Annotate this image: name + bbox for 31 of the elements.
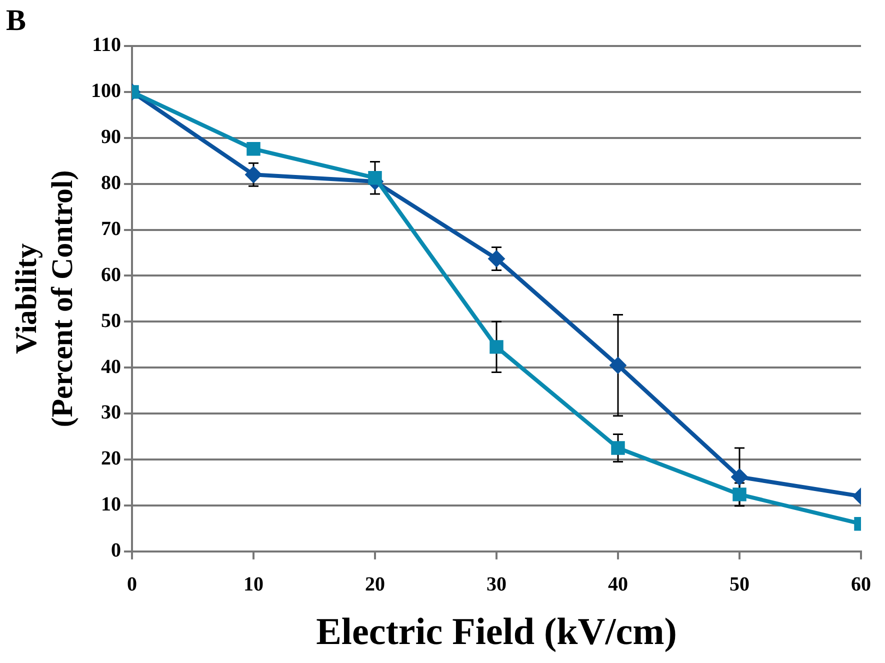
point — [732, 488, 746, 502]
y-tick-label: 90 — [101, 126, 121, 148]
x-tick-label: 20 — [365, 574, 385, 596]
point — [368, 171, 382, 185]
x-tick-label: 10 — [244, 574, 264, 596]
y-tick-label: 30 — [101, 402, 121, 424]
y-tick-label: 40 — [101, 356, 121, 378]
point — [610, 356, 626, 374]
x-axis-title: Electric Field (kV/cm) — [316, 611, 677, 654]
point — [490, 340, 504, 354]
point — [488, 250, 505, 268]
y-tick-label: 20 — [101, 448, 121, 470]
y-tick-label: 0 — [111, 540, 121, 562]
point — [611, 441, 625, 455]
y-axis-title: Viability (Percent of Control) — [10, 170, 79, 428]
y-tick-label: 110 — [92, 34, 121, 56]
x-tick-label: 60 — [851, 574, 871, 596]
point — [731, 468, 748, 486]
y-tick-label: 100 — [91, 80, 121, 102]
x-tick-label: 0 — [127, 574, 137, 596]
point — [245, 166, 262, 184]
y-tick-label: 50 — [101, 310, 121, 332]
y-tick-label: 70 — [101, 218, 121, 240]
chart-title: B — [6, 4, 26, 37]
point — [246, 142, 260, 156]
x-tick-label: 40 — [608, 574, 628, 596]
y-tick-label: 60 — [101, 264, 121, 286]
y-tick-label: 80 — [101, 172, 121, 194]
x-tick-label: 30 — [486, 574, 506, 596]
x-tick-label: 50 — [730, 574, 750, 596]
y-tick-label: 10 — [101, 494, 121, 516]
